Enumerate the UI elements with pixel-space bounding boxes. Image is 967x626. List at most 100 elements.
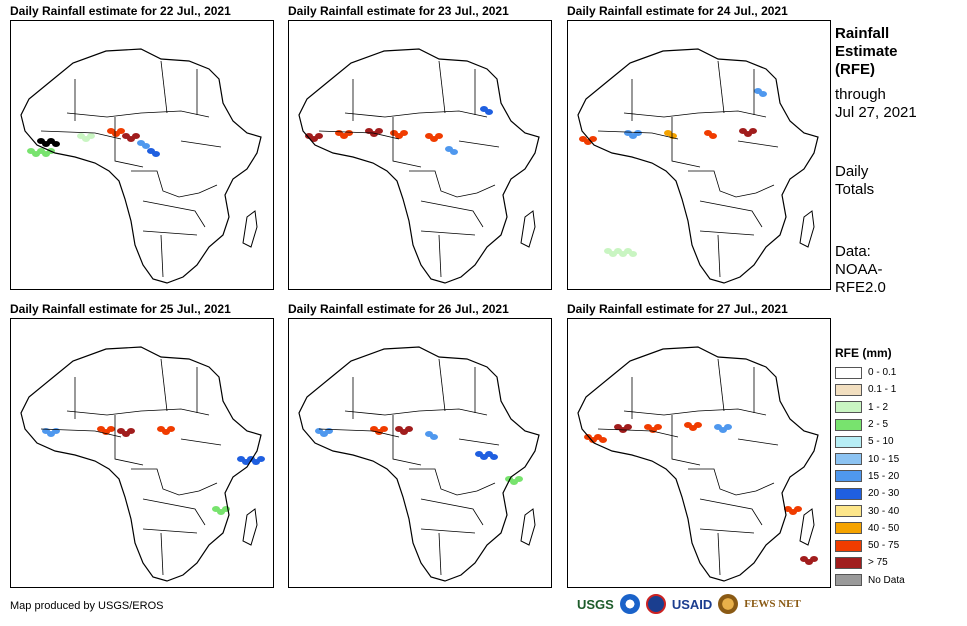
legend-label: 40 - 50	[868, 522, 900, 534]
country-border	[699, 200, 763, 228]
rainfall-cell	[749, 128, 757, 134]
usgs-logo: USGS	[577, 596, 614, 612]
country-border	[66, 408, 210, 416]
legend-item: 5 - 10	[835, 433, 905, 450]
country-border	[131, 468, 218, 496]
country-border	[671, 117, 701, 168]
legend-item: > 75	[835, 554, 905, 571]
rainfall-map	[10, 318, 274, 588]
rainfall-cell	[152, 151, 160, 157]
rainfall-cell	[634, 130, 642, 136]
data-source: Data: NOAA- RFE2.0	[835, 243, 886, 296]
rainfall-cell	[694, 422, 702, 428]
rainfall-cell	[167, 426, 175, 432]
country-border	[717, 234, 721, 278]
rainfall-map	[288, 20, 552, 290]
rainfall-cell	[490, 454, 498, 460]
rainfall-map	[10, 20, 274, 290]
rainfall-cell	[709, 133, 717, 139]
country-border	[114, 117, 144, 168]
country-border	[318, 130, 400, 140]
country-border	[66, 110, 210, 118]
nasa-logo-icon	[645, 594, 666, 614]
legend-label: 15 - 20	[868, 470, 900, 482]
legend-label: 1 - 2	[868, 401, 889, 413]
rainfall-cell	[759, 91, 767, 97]
rainfall-cell	[345, 130, 353, 136]
legend-swatch	[835, 383, 862, 396]
coastline	[298, 346, 540, 582]
legend-item: 40 - 50	[835, 520, 905, 537]
country-border	[438, 358, 446, 412]
rainfall-cell	[654, 424, 662, 430]
totals-label: Daily Totals	[835, 163, 875, 198]
rainfall-map	[288, 318, 552, 588]
country-border	[699, 498, 763, 526]
country-border	[142, 200, 206, 228]
country-border	[623, 408, 767, 416]
usaid-logo: USAID	[671, 596, 713, 612]
madagascar-outline	[242, 508, 258, 546]
rainfall-cell	[794, 506, 802, 512]
partner-logos: USGS USAID FEWS NET	[577, 594, 801, 614]
legend-item: 10 - 15	[835, 450, 905, 467]
coastline	[577, 48, 819, 284]
rainfall-cell	[380, 426, 388, 432]
legend-label: 0.1 - 1	[868, 384, 897, 396]
globe-icon	[718, 594, 739, 614]
legend-item: 15 - 20	[835, 468, 905, 485]
rainfall-cell	[132, 133, 140, 139]
country-border	[318, 428, 400, 438]
legend-label: 5 - 10	[868, 436, 894, 448]
panel-title: Daily Rainfall estimate for 26 Jul., 202…	[288, 302, 509, 316]
date-range: through Jul 27, 2021	[835, 86, 917, 121]
rainfall-cell	[724, 424, 732, 430]
legend-title: RFE (mm)	[835, 346, 892, 360]
legend-item: 0 - 0.1	[835, 364, 905, 381]
country-border	[392, 415, 422, 466]
rainfall-cell	[624, 424, 632, 430]
madagascar-outline	[520, 508, 536, 546]
legend-label: 30 - 40	[868, 505, 900, 517]
legend-swatch	[835, 453, 862, 466]
country-border	[392, 117, 422, 168]
country-border	[717, 60, 725, 114]
panel-title: Daily Rainfall estimate for 25 Jul., 202…	[10, 302, 231, 316]
country-border	[40, 428, 122, 438]
panel-title: Daily Rainfall estimate for 22 Jul., 202…	[10, 4, 231, 18]
country-border	[420, 200, 484, 228]
legend-label: 0 - 0.1	[868, 367, 897, 379]
country-border	[160, 60, 168, 114]
country-border	[420, 498, 484, 526]
country-border	[688, 468, 775, 496]
legend-label: 50 - 75	[868, 540, 900, 552]
legend-item: 30 - 40	[835, 502, 905, 519]
country-border	[131, 170, 218, 198]
rainfall-cell	[430, 434, 438, 440]
country-border	[142, 230, 198, 236]
panel-title: Daily Rainfall estimate for 24 Jul., 202…	[567, 4, 788, 18]
coastline	[577, 346, 819, 582]
rainfall-cell	[810, 556, 818, 562]
rainfall-cell	[485, 109, 493, 115]
panel-title: Daily Rainfall estimate for 23 Jul., 202…	[288, 4, 509, 18]
legend-swatch	[835, 556, 862, 569]
rainfall-cell	[405, 426, 413, 432]
legend-label: 2 - 5	[868, 419, 889, 431]
rainfall-cell	[589, 136, 597, 142]
rainfall-cell	[117, 128, 125, 134]
legend: RFE (mm) 0 - 0.1 0.1 - 1 1 - 2 2 - 5 5 - 10 1…	[835, 346, 905, 589]
legend-item: 50 - 75	[835, 537, 905, 554]
legend-swatch	[835, 366, 862, 379]
africa-map	[577, 48, 819, 284]
rainfall-cell	[400, 130, 408, 136]
legend-label: 10 - 15	[868, 453, 900, 465]
rainfall-cell	[52, 141, 60, 147]
rainfall-map	[567, 318, 831, 588]
legend-swatch	[835, 470, 862, 483]
legend-item: 20 - 30	[835, 485, 905, 502]
legend-swatch	[835, 574, 862, 587]
madagascar-outline	[799, 508, 815, 546]
country-border	[344, 110, 488, 118]
noaa-logo-icon	[619, 594, 640, 614]
